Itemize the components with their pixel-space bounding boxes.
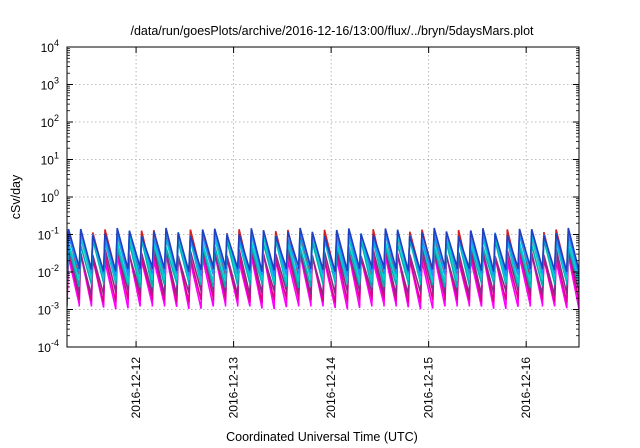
series-line	[67, 227, 579, 272]
plot-frame	[66, 46, 580, 348]
y-tick-label: 104	[41, 38, 59, 55]
series-group	[67, 227, 579, 310]
y-tick-label: 102	[41, 113, 59, 130]
y-tick-label: 10-4	[38, 338, 59, 355]
x-tick-label: 2016-12-14	[324, 357, 338, 419]
y-tick-label: 10-2	[38, 263, 59, 280]
x-tick-label: 2016-12-13	[227, 357, 241, 419]
y-tick-label: 100	[41, 188, 59, 205]
chart-title: /data/run/goesPlots/archive/2016-12-16/1…	[130, 24, 534, 38]
y-axis-label: cSv/day	[9, 174, 23, 219]
x-axis-ticks: 2016-12-12 2016-12-13 2016-12-14 2016-12-15…	[129, 47, 533, 418]
x-tick-label: 2016-12-15	[422, 357, 436, 419]
x-tick-label: 2016-12-16	[519, 357, 533, 419]
y-axis-ticks: 10-4 10-3 10-2 10-1 100 101 102 103 104	[38, 38, 579, 355]
x-axis-label: Coordinated Universal Time (UTC)	[226, 430, 418, 444]
y-tick-label: 103	[41, 76, 59, 93]
y-tick-label: 10-3	[38, 301, 59, 318]
y-tick-label: 10-1	[38, 226, 59, 243]
y-tick-label: 101	[41, 151, 59, 168]
x-tick-label: 2016-12-12	[129, 357, 143, 419]
